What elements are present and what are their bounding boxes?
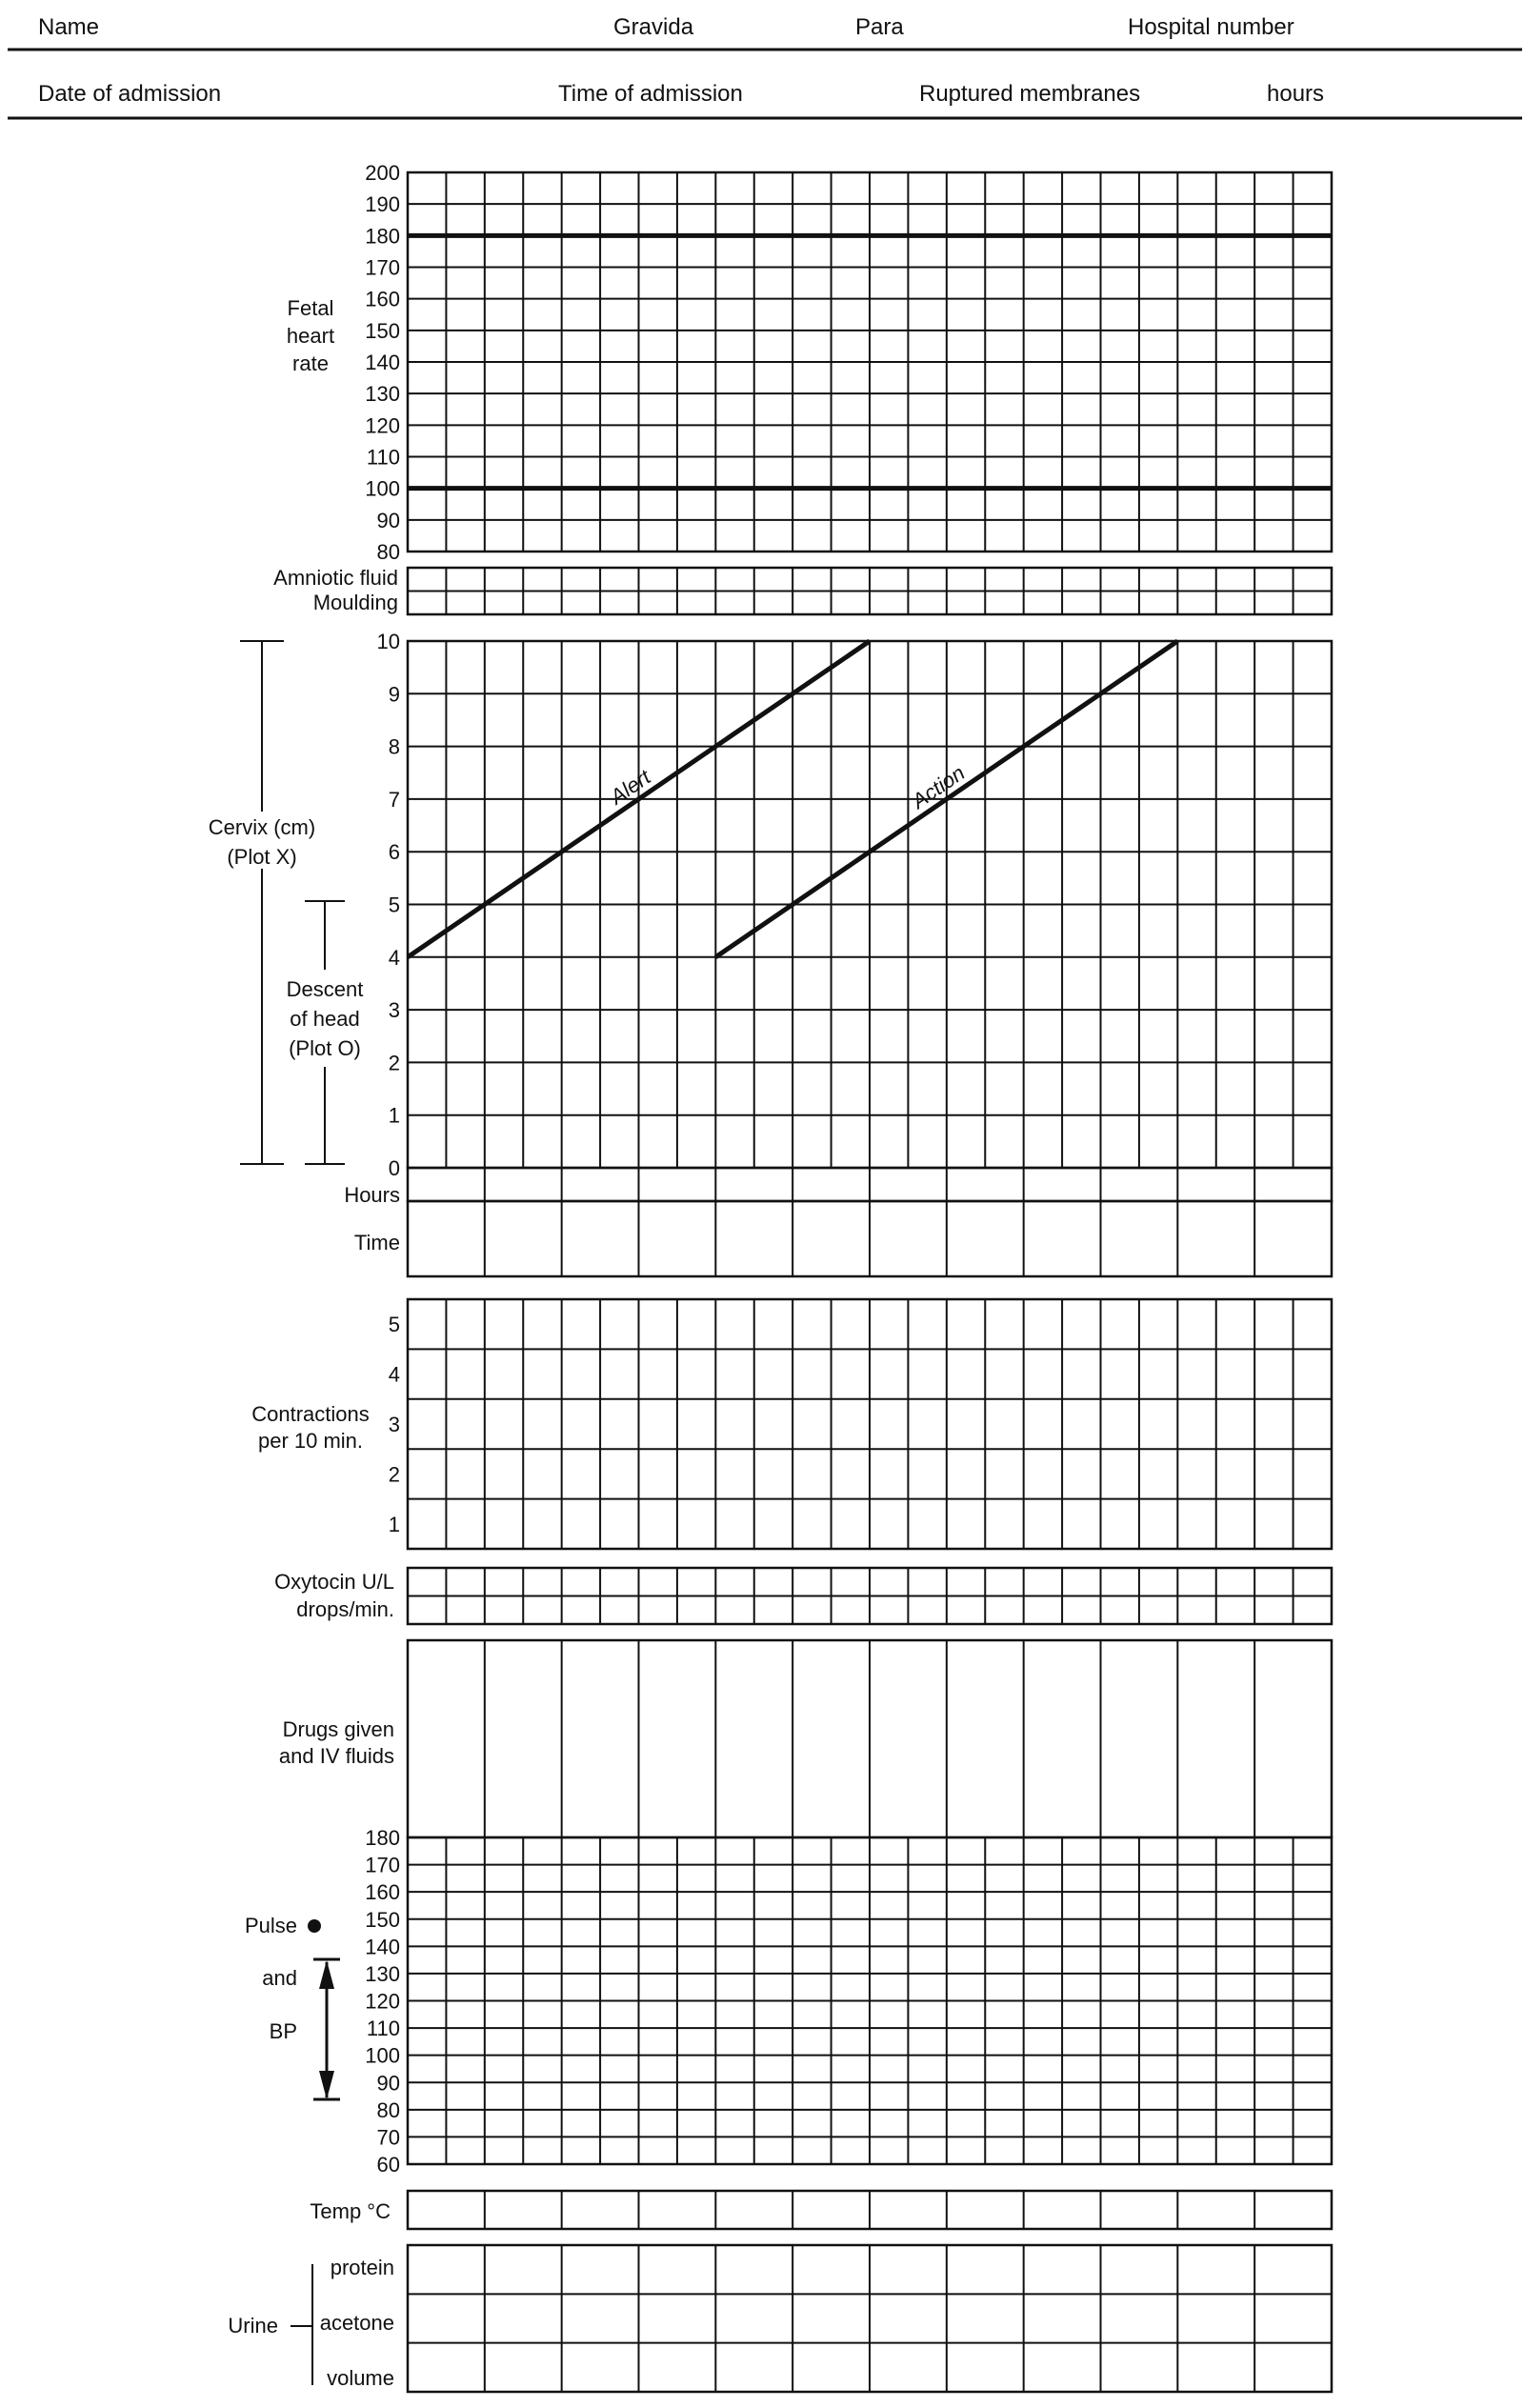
urine-grid <box>406 2243 1334 2394</box>
fhr-tick-label: 200 <box>365 161 400 185</box>
fhr-label: heart <box>287 324 334 348</box>
contractions-label: per 10 min. <box>258 1429 363 1453</box>
fhr-tick-label: 180 <box>365 224 400 248</box>
hours-field-label: hours <box>1267 81 1324 107</box>
cervix-tick-label: 6 <box>389 840 400 864</box>
fhr-label: rate <box>292 351 329 375</box>
cervix-tick-label: 1 <box>389 1104 400 1128</box>
gravida-field-label: Gravida <box>613 14 694 40</box>
pulse-bp-tick-label: 180 <box>365 1826 400 1850</box>
cervix-tick-label: 0 <box>389 1156 400 1180</box>
pulse-bp-tick-label: 130 <box>365 1962 400 1986</box>
patient-header: Name Gravida Para Hospital number Date o… <box>8 14 1522 120</box>
moulding-label: Moulding <box>313 591 398 614</box>
pulse-bp-tick-label: 80 <box>377 2098 400 2122</box>
pulse-bp-tick-label: 150 <box>365 1908 400 1932</box>
alert-line <box>406 638 872 959</box>
fhr-tick-label: 80 <box>377 540 400 564</box>
cervix-grid <box>406 639 1334 1170</box>
ruptured-membranes-field-label: Ruptured membranes <box>919 81 1140 107</box>
contractions-tick-label: 5 <box>389 1313 400 1336</box>
contractions-label: Contractions <box>251 1402 370 1426</box>
cervix-tick-label: 8 <box>389 735 400 759</box>
bp-arrow-up-icon <box>319 1960 334 1989</box>
oxytocin-grid <box>406 1566 1334 1626</box>
cervix-tick-label: 9 <box>389 682 400 706</box>
action-line <box>713 638 1179 959</box>
pulse-bp-tick-label: 110 <box>367 2017 400 2040</box>
pulse-dot-icon <box>308 1919 321 1933</box>
pulse-bp-tick-label: 90 <box>377 2071 400 2095</box>
amniotic-fluid-label: Amniotic fluid <box>273 566 398 590</box>
contractions-tick-label: 4 <box>389 1363 400 1387</box>
urine-row-label: protein <box>331 2256 394 2279</box>
fhr-tick-label: 140 <box>365 351 400 374</box>
pulse-label: Pulse <box>245 1914 297 1937</box>
fhr-tick-label: 90 <box>377 509 400 532</box>
fetal-heart-rate-grid <box>406 171 1334 553</box>
pulse-bp-tick-label: 70 <box>377 2125 400 2149</box>
fhr-tick-label: 190 <box>365 192 400 216</box>
pulse-bp-tick-label: 120 <box>365 1990 400 2014</box>
fhr-tick-label: 130 <box>365 382 400 406</box>
descent-label: of head <box>290 1007 359 1031</box>
urine-row-label: acetone <box>320 2311 394 2335</box>
contractions-tick-label: 3 <box>389 1413 400 1436</box>
bp-label: BP <box>270 2019 297 2043</box>
contractions-grid <box>406 1297 1334 1551</box>
cervix-tick-label: 7 <box>389 788 400 812</box>
fhr-tick-label: 170 <box>365 256 400 280</box>
pulse-bp-tick-label: 100 <box>365 2044 400 2068</box>
fhr-tick-label: 100 <box>365 477 400 501</box>
fhr-tick-label: 160 <box>365 288 400 311</box>
fhr-tick-label: 150 <box>365 319 400 343</box>
cervix-tick-label: 10 <box>377 630 400 653</box>
cervix-tick-label: 4 <box>389 946 400 970</box>
drugs-label: Drugs given <box>283 1717 394 1741</box>
temp-grid <box>406 2189 1334 2231</box>
contractions-tick-label: 1 <box>389 1513 400 1536</box>
date-of-admission-field-label: Date of admission <box>38 81 221 107</box>
cervix-tick-label: 3 <box>389 998 400 1022</box>
and-label: and <box>262 1966 297 1990</box>
urine-row-label: volume <box>327 2366 394 2390</box>
drugs-grid <box>406 1638 1334 1839</box>
fhr-tick-label: 110 <box>367 446 400 470</box>
fhr-tick-label: 120 <box>365 413 400 437</box>
name-field-label: Name <box>38 14 99 40</box>
cervix-label: (Plot X) <box>227 845 296 869</box>
drops-label: drops/min. <box>296 1597 394 1621</box>
time-row <box>406 1199 1334 1278</box>
cervix-tick-label: 2 <box>389 1051 400 1074</box>
temp-label: Temp °C <box>310 2199 391 2223</box>
hours-row <box>406 1166 1334 1203</box>
hospital-number-field-label: Hospital number <box>1128 14 1294 40</box>
descent-label: Descent <box>287 977 364 1001</box>
urine-label: Urine <box>228 2314 278 2338</box>
hours-label: Hours <box>344 1183 400 1207</box>
time-of-admission-field-label: Time of admission <box>558 81 743 107</box>
oxytocin-label: Oxytocin U/L <box>274 1570 394 1594</box>
contractions-tick-label: 2 <box>389 1462 400 1486</box>
time-label: Time <box>354 1231 400 1254</box>
pulse-bp-grid <box>406 1836 1334 2166</box>
pulse-bp-tick-label: 160 <box>365 1880 400 1904</box>
pulse-bp-tick-label: 60 <box>377 2153 400 2177</box>
cervix-tick-label: 5 <box>389 893 400 917</box>
iv-fluids-label: and IV fluids <box>279 1744 394 1768</box>
fhr-label: Fetal <box>288 296 334 320</box>
descent-label: (Plot O) <box>289 1036 361 1060</box>
amniotic-moulding-grid <box>406 566 1334 616</box>
cervix-label: Cervix (cm) <box>209 815 315 839</box>
pulse-bp-tick-label: 170 <box>365 1854 400 1877</box>
para-field-label: Para <box>855 14 904 40</box>
bp-arrow-down-icon <box>319 2071 334 2099</box>
pulse-bp-tick-label: 140 <box>365 1935 400 1958</box>
